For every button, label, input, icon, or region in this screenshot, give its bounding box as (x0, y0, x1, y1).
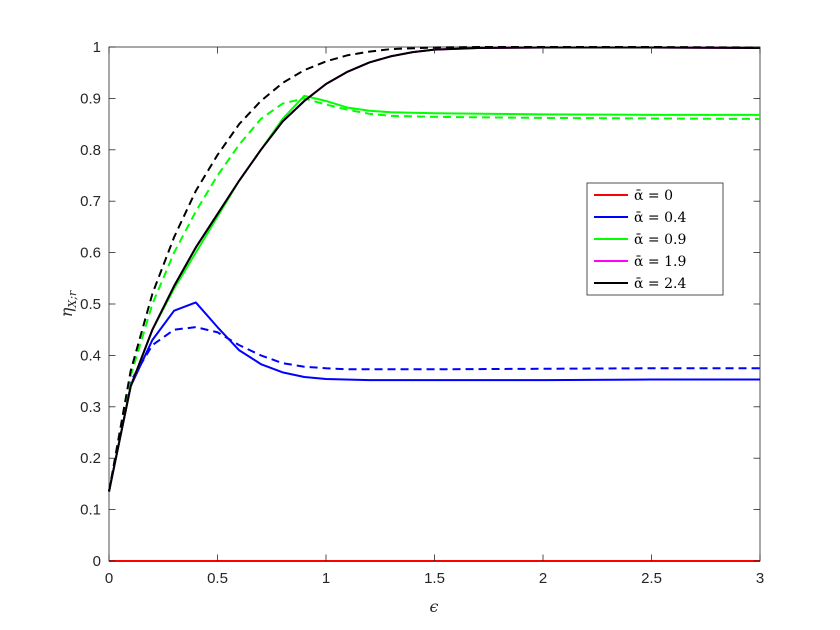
legend-entry: ᾱ = 0 (634, 188, 673, 204)
series-line-6-solid (108, 46, 761, 492)
y-tick-label: 0.6 (80, 245, 101, 262)
y-tick-label: 0.1 (80, 502, 101, 519)
x-tick-label: 3 (756, 570, 764, 587)
legend-entry: ᾱ = 1.9 (634, 254, 686, 270)
y-tick-label: 0.9 (80, 90, 101, 107)
y-tick-label: 0.5 (80, 296, 101, 313)
legend-entry: ᾱ = 0.9 (634, 232, 686, 248)
series-line-7-dashed (108, 46, 761, 492)
y-tick-label: 0.7 (80, 193, 101, 210)
y-axis-label: ηX;r (57, 290, 79, 317)
plot-area (108, 46, 761, 562)
y-tick-label: 0.8 (80, 142, 101, 159)
y-tick-label: 0.3 (80, 399, 101, 416)
x-tick-label: 0.5 (207, 570, 228, 587)
x-tick-label: 0 (105, 570, 113, 587)
legend-entry: ᾱ = 2.4 (634, 276, 686, 292)
series-line-2-dashed (108, 326, 760, 492)
y-axis-label-main: η (57, 307, 76, 317)
x-tick-label: 1.5 (424, 570, 445, 587)
x-tick-label: 1 (322, 570, 330, 587)
y-tick-label: 1 (93, 39, 101, 56)
series-line-4-dashed (108, 97, 761, 492)
y-tick-label: 0.2 (80, 450, 101, 467)
x-tick-label: 2 (539, 570, 547, 587)
y-axis-label-subscript: X;r (66, 290, 79, 309)
x-axis-label: ϵ (430, 597, 439, 616)
y-tick-label: 0 (93, 553, 101, 570)
ticks-layer: 0 0.5 1 1.5 2 2.5 3 0 0.1 0.2 0.3 0.4 0.5 0.6 0.7 0.8 0.… (80, 39, 764, 587)
x-tick-label: 2.5 (641, 570, 662, 587)
legend: ᾱ = 0 ᾱ = 0.4 ᾱ = 0.9 ᾱ = 1.9 ᾱ = 2.4 (586, 182, 724, 296)
series-layer (108, 46, 761, 562)
y-tick-label: 0.4 (80, 347, 101, 364)
legend-entry: ᾱ = 0.4 (634, 210, 686, 226)
series-line-1-solid (108, 301, 760, 492)
